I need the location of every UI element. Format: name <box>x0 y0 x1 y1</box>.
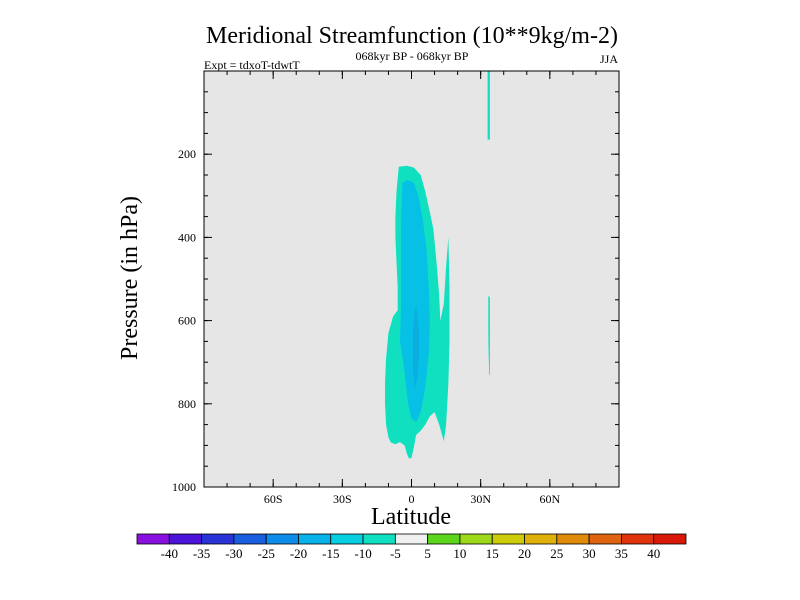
colorbar-label: 10 <box>453 546 466 561</box>
colorbar-label: 20 <box>518 546 531 561</box>
colorbar-label: 25 <box>550 546 563 561</box>
x-axis-label: Latitude <box>371 504 451 530</box>
y-tick-label: 800 <box>178 397 196 411</box>
colorbar-box <box>233 533 267 545</box>
x-tick-label: 30S <box>333 492 352 506</box>
colorbar-label: -10 <box>354 546 371 561</box>
colorbar-labels: -40 -35 -30 -25 -20 -15 -10 -5 5 10 15 20 25 30 35 40 <box>161 546 661 561</box>
colorbar-box <box>201 533 235 545</box>
contour-region-3 <box>412 304 420 388</box>
x-axis-ticks: 60S 30S 0 30N 60N <box>264 71 560 506</box>
contour-region-2 <box>400 180 430 423</box>
contour-region-4 <box>487 71 490 140</box>
colorbar-label: 5 <box>424 546 431 561</box>
colorbar-box <box>491 533 525 545</box>
colorbar-box <box>427 533 461 545</box>
colorbar-label: -5 <box>390 546 401 561</box>
colorbar-box <box>588 533 622 545</box>
colorbar-box <box>330 533 364 545</box>
experiment-label: Expt = tdxoT-tdwtT <box>204 58 300 72</box>
colorbar-box <box>459 533 493 545</box>
x-tick-label: 60N <box>539 492 560 506</box>
plot-area: 60S 30S 0 30N 60N 200 400 600 800 1000 <box>172 70 620 506</box>
colorbar-box <box>621 533 655 545</box>
chart-subtitle: 068kyr BP - 068kyr BP <box>356 49 469 63</box>
colorbar-box <box>556 533 590 545</box>
colorbar-label: -20 <box>290 546 307 561</box>
y-axis-ticks: 200 400 600 800 1000 <box>172 147 619 494</box>
colorbar-box <box>653 533 687 545</box>
colorbar-box <box>394 533 429 545</box>
y-tick-label: 1000 <box>172 480 196 494</box>
contour-regions <box>385 71 490 459</box>
colorbar-box <box>168 533 202 545</box>
chart-title: Meridional Streamfunction (10**9kg/m-2) <box>206 23 618 49</box>
colorbar-label: -25 <box>258 546 275 561</box>
x-tick-label: 60S <box>264 492 283 506</box>
colorbar-label: -15 <box>322 546 339 561</box>
colorbar-box <box>265 533 299 545</box>
colorbar-box <box>136 533 170 545</box>
y-tick-label: 400 <box>178 230 196 244</box>
contour-region-5 <box>488 295 490 375</box>
colorbar-label: 15 <box>486 546 499 561</box>
colorbar <box>136 533 687 545</box>
colorbar-label: 30 <box>583 546 596 561</box>
colorbar-box <box>362 533 396 545</box>
season-label: JJA <box>600 52 618 66</box>
y-tick-label: 200 <box>178 147 196 161</box>
colorbar-box <box>298 533 332 545</box>
colorbar-label: -30 <box>225 546 242 561</box>
colorbar-box <box>524 533 558 545</box>
x-tick-label: 0 <box>409 492 415 506</box>
colorbar-label: -40 <box>161 546 178 561</box>
colorbar-label: 35 <box>615 546 628 561</box>
colorbar-label: -35 <box>193 546 210 561</box>
y-axis-label: Pressure (in hPa) <box>117 196 143 360</box>
colorbar-label: 40 <box>647 546 660 561</box>
x-tick-label: 30N <box>470 492 491 506</box>
y-tick-label: 600 <box>178 314 196 328</box>
